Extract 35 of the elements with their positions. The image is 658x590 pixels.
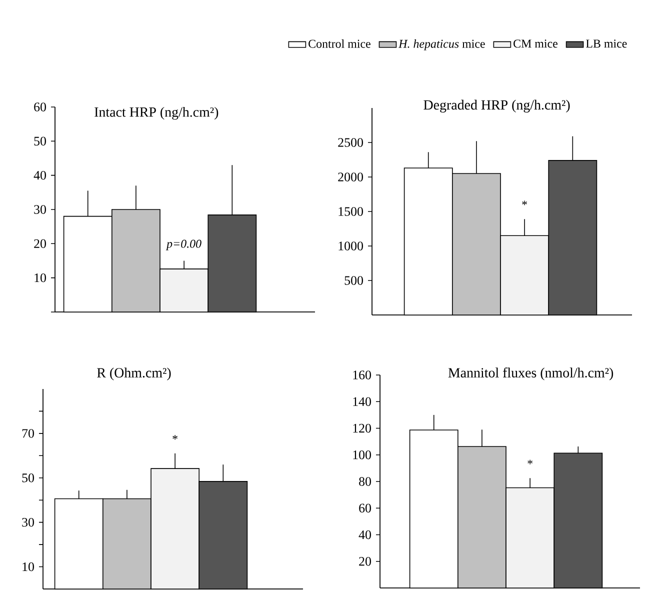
chart-title: Mannitol fluxes (nmol/h.cm²) — [448, 368, 614, 380]
y-tick-label: 120 — [353, 424, 371, 433]
legend-label: Control mice — [308, 39, 370, 48]
legend-label: H. hepaticus mice — [398, 39, 485, 50]
y-tick-label: 500 — [344, 276, 363, 285]
annotation: * — [172, 435, 178, 440]
y-tick-label: 50 — [34, 136, 46, 146]
annotation: * — [528, 460, 532, 464]
y-tick-label: 1500 — [338, 207, 363, 216]
y-tick-label: 100 — [353, 450, 371, 460]
y-tick-label: 30 — [22, 518, 34, 527]
y-tick-label: 1000 — [338, 242, 363, 250]
annotation: * — [522, 200, 527, 206]
y-tick-label: 160 — [353, 370, 371, 380]
chart-title: R (Ohm.cm²) — [97, 368, 171, 380]
y-tick-label: 50 — [22, 474, 34, 482]
y-tick-label: 20 — [359, 556, 371, 566]
y-tick-label: 40 — [34, 170, 46, 180]
y-tick-label: 60 — [359, 504, 371, 512]
y-tick-label: 80 — [359, 477, 371, 486]
y-tick-label: 70 — [22, 429, 34, 438]
legend-label: LB mice — [586, 40, 627, 48]
y-tick-label: 20 — [34, 239, 46, 248]
y-tick-label: 30 — [34, 205, 46, 214]
legend-label: CM mice — [514, 40, 558, 48]
y-tick-label: 2500 — [338, 138, 363, 147]
y-tick-label: 10 — [22, 562, 34, 572]
y-tick-label: 140 — [353, 397, 371, 406]
y-tick-label: 40 — [358, 530, 371, 540]
annotation: p=0.00 — [166, 240, 202, 250]
chart-title: Degraded HRP (ng/h.cm²) — [424, 100, 570, 112]
y-tick-label: 60 — [34, 102, 46, 112]
y-tick-label: 10 — [34, 273, 46, 282]
y-tick-label: 2000 — [338, 172, 363, 182]
chart-title: Intact HRP (ng/h.cm²) — [94, 106, 218, 120]
